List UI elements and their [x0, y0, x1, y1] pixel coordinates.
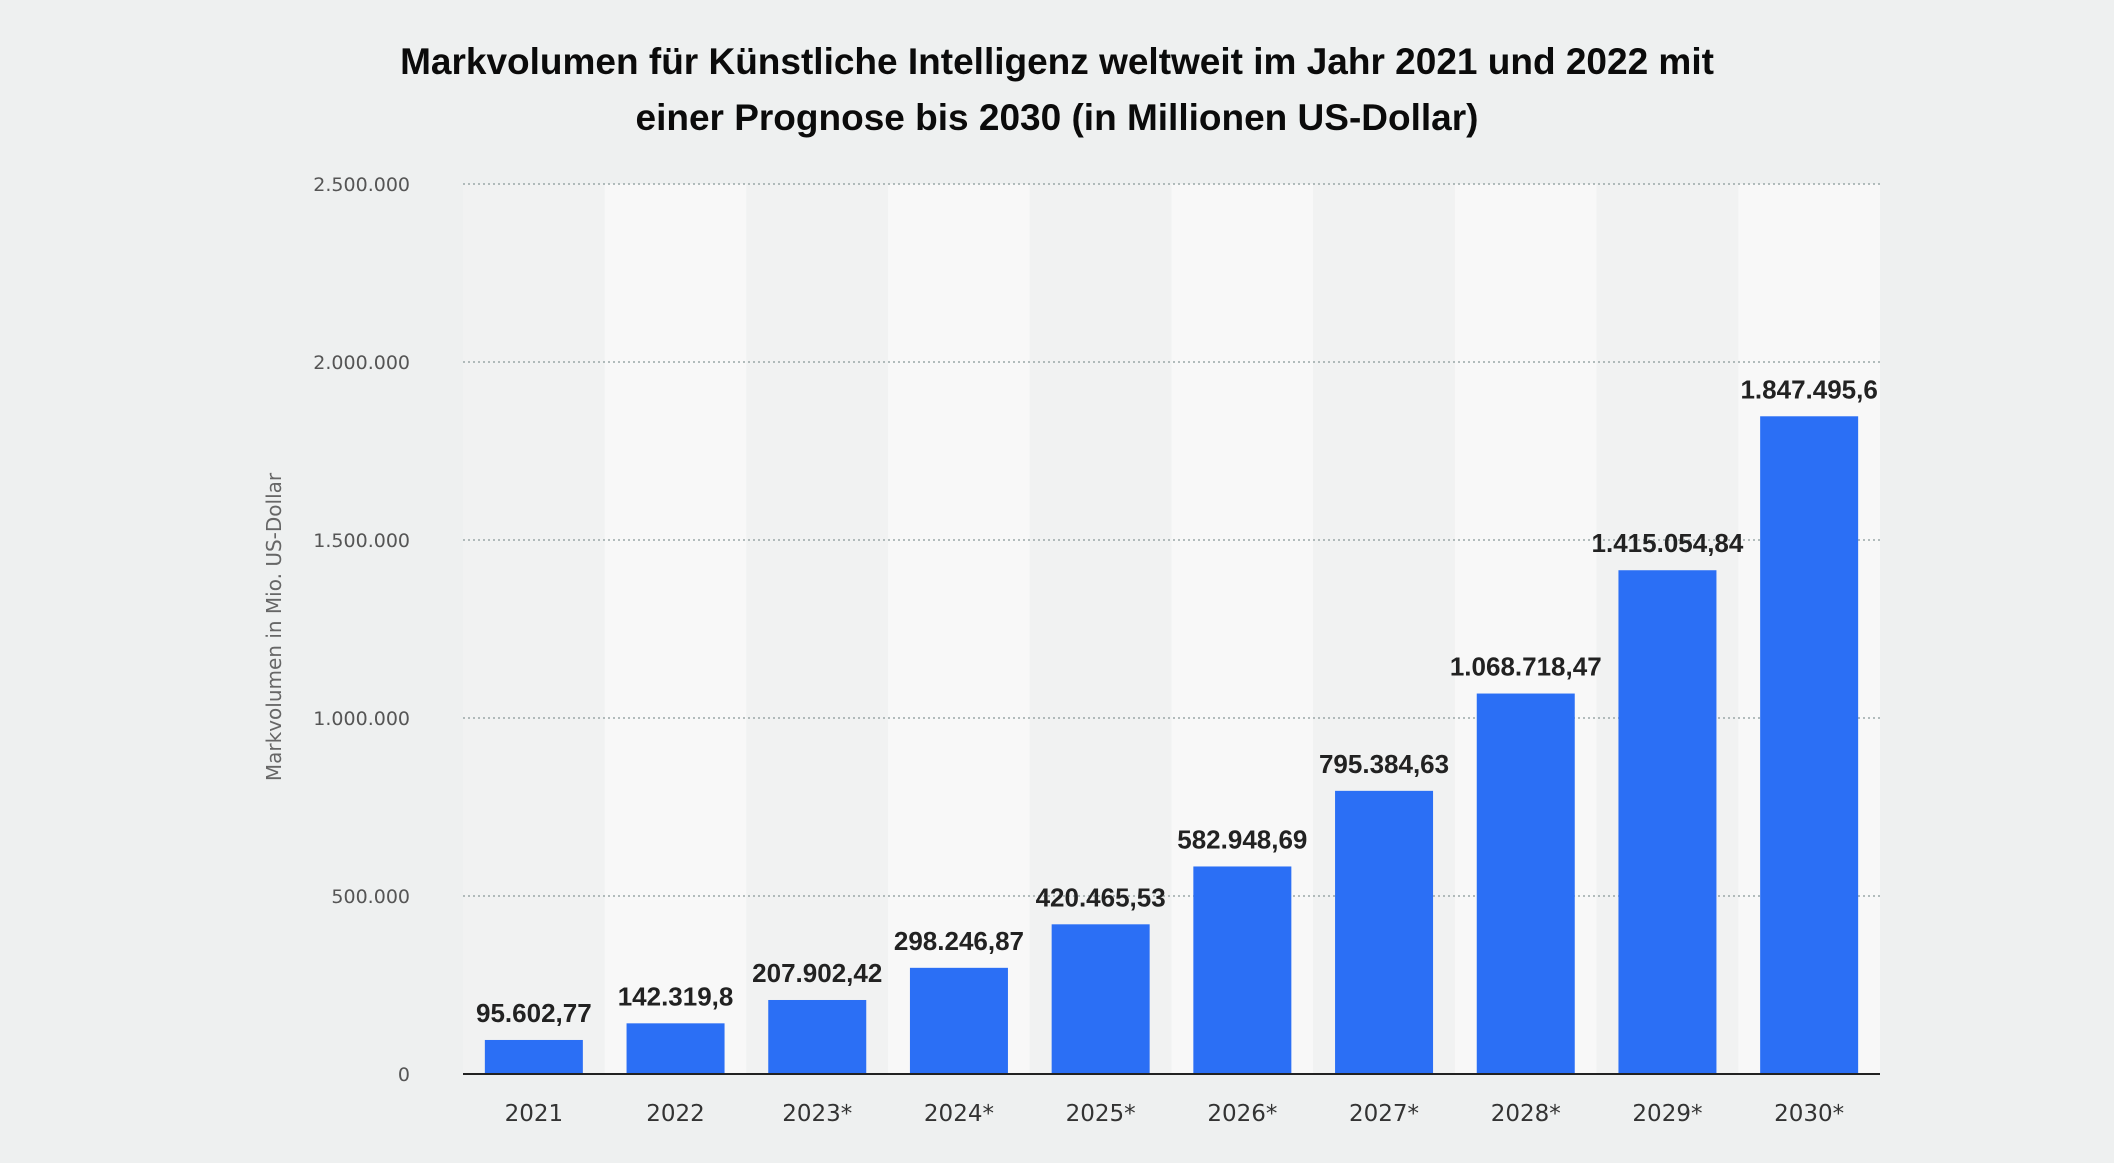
x-tick-label: 2027* [1349, 1101, 1419, 1127]
bar [1051, 924, 1150, 1074]
value-label: 420.465,53 [1036, 882, 1166, 912]
y-tick-label: 2.500.000 [313, 174, 410, 196]
x-tick-label: 2028* [1491, 1101, 1561, 1127]
x-tick-label: 2025* [1066, 1101, 1136, 1127]
value-label: 1.415.054,84 [1592, 528, 1744, 558]
x-tick-label: 2023* [782, 1101, 852, 1127]
value-label: 582.948,69 [1177, 824, 1307, 854]
y-tick-label: 1.000.000 [313, 708, 410, 730]
bar [626, 1023, 725, 1074]
value-labels: 95.602,77 142.319,8 207.902,42 298.246,87 42… [476, 374, 1878, 1028]
x-tick-label: 2029* [1632, 1101, 1702, 1127]
plot-band [463, 184, 605, 1074]
bars [484, 416, 1859, 1074]
value-label: 1.847.495,6 [1740, 374, 1877, 404]
x-tick-label: 2030* [1774, 1101, 1844, 1127]
x-tick-label: 2022 [646, 1101, 705, 1127]
value-label: 207.902,42 [752, 958, 882, 988]
y-tick-label: 1.500.000 [313, 530, 410, 552]
chart-title-line-1: Markvolumen für Künstliche Intelligenz w… [400, 41, 1714, 82]
x-tick-label: 2021 [505, 1101, 564, 1127]
bar [768, 999, 867, 1074]
bar [1760, 416, 1859, 1074]
plot-band [888, 184, 1030, 1074]
bar [909, 967, 1008, 1074]
x-axis-labels: 2021 2022 2023* 2024* 2025* 2026* 2027* 2028* 20… [505, 1101, 1845, 1127]
value-label: 795.384,63 [1319, 749, 1449, 779]
plot-band [604, 184, 747, 1074]
y-axis-label: Markvolumen in Mio. US-Dollar [262, 472, 286, 781]
bar [1335, 790, 1434, 1074]
y-tick-label: 2.000.000 [313, 352, 410, 374]
y-tick-label: 500.000 [331, 886, 410, 908]
x-tick-label: 2024* [924, 1101, 994, 1127]
value-label: 298.246,87 [894, 926, 1024, 956]
plot-band [746, 184, 889, 1074]
x-tick-label: 2026* [1207, 1101, 1277, 1127]
y-axis-ticks: 0 500.000 1.000.000 1.500.000 2.000.000 2.500… [313, 174, 410, 1086]
value-label: 1.068.718,47 [1450, 652, 1602, 682]
chart-title-line-2: einer Prognose bis 2030 (in Millionen US… [636, 97, 1479, 138]
bar [1618, 570, 1717, 1074]
bar [1193, 866, 1292, 1074]
y-tick-label: 0 [398, 1064, 410, 1086]
value-label: 95.602,77 [476, 998, 592, 1028]
bar [484, 1039, 583, 1074]
bar [1476, 693, 1575, 1074]
value-label: 142.319,8 [618, 981, 734, 1011]
